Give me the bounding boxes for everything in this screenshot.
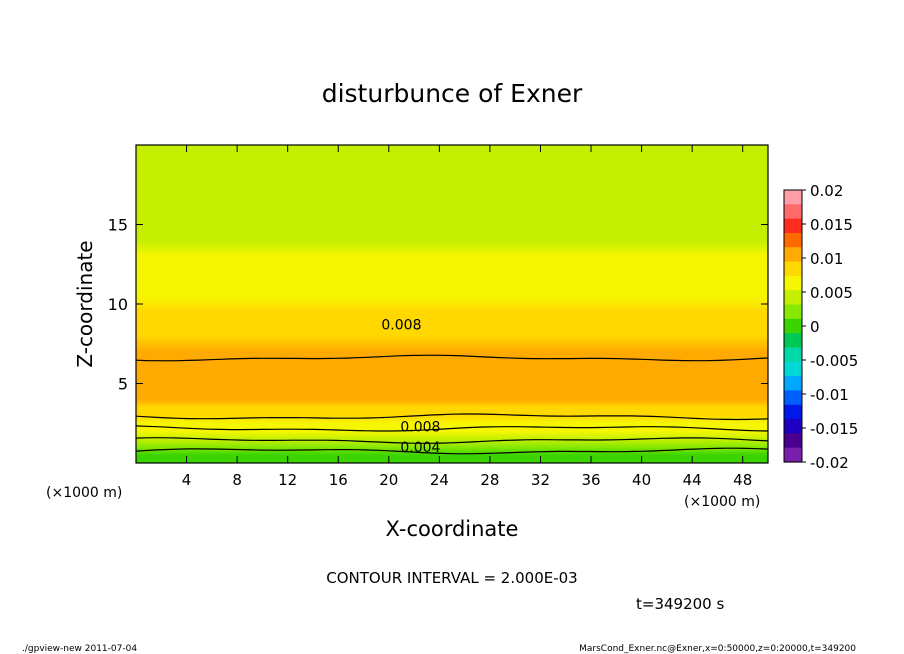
field-fill bbox=[136, 145, 768, 463]
footer-left: ./gpview-new 2011-07-04 bbox=[22, 644, 137, 654]
colorbar-swatch bbox=[784, 275, 802, 291]
x-tick-label: 48 bbox=[733, 471, 752, 489]
colorbar-tick-label: -0.02 bbox=[810, 454, 849, 472]
colorbar-swatch bbox=[784, 433, 802, 449]
colorbar-tick-label: 0.005 bbox=[810, 284, 853, 302]
y-tick-label: 10 bbox=[108, 295, 128, 314]
colorbar-tick-label: 0.01 bbox=[810, 250, 843, 268]
colorbar: 0.02 0.015 0.01 0.005 0 -0.005 -0.01 -0.015 -0.0… bbox=[783, 182, 858, 472]
colorbar-tick-label: 0 bbox=[810, 318, 820, 336]
x-unit-right: (×1000 m) bbox=[684, 494, 760, 510]
colorbar-swatch bbox=[784, 333, 802, 349]
colorbar-swatch bbox=[784, 290, 802, 306]
contour-lines bbox=[136, 354, 768, 455]
colorbar-swatch bbox=[784, 447, 802, 463]
colorbar-swatch bbox=[784, 318, 802, 334]
footer-right: MarsCond_Exner.nc@Exner,x=0:50000,z=0:20… bbox=[579, 644, 856, 654]
colorbar-ticks: 0.02 0.015 0.01 0.005 0 -0.005 -0.01 -0.015 -0.0… bbox=[802, 182, 858, 472]
contour-line bbox=[136, 425, 768, 432]
colorbar-swatch bbox=[784, 232, 802, 248]
contour-label: 0.008 bbox=[381, 318, 421, 334]
chart-title: disturbunce of Exner bbox=[322, 79, 583, 108]
x-tick-label: 32 bbox=[531, 471, 550, 489]
x-ticks: 4 8 12 16 20 24 28 32 36 40 44 48 bbox=[182, 145, 752, 489]
contour-label: 0.008 bbox=[400, 419, 440, 435]
y-tick-label: 5 bbox=[118, 375, 128, 394]
colorbar-swatch bbox=[784, 404, 802, 420]
time-note: t=349200 s bbox=[636, 595, 724, 613]
contour-label: 0.004 bbox=[400, 440, 440, 456]
contour-line bbox=[136, 354, 768, 362]
colorbar-swatch bbox=[784, 190, 802, 205]
x-tick-label: 28 bbox=[480, 471, 499, 489]
colorbar-tick-label: -0.005 bbox=[810, 352, 858, 370]
colorbar-swatch bbox=[784, 376, 802, 392]
colorbar-swatch bbox=[784, 247, 802, 263]
contour-labels: 0.008 0.008 0.004 bbox=[381, 318, 440, 456]
x-tick-label: 44 bbox=[683, 471, 702, 489]
x-tick-label: 40 bbox=[632, 471, 651, 489]
colorbar-swatch bbox=[784, 304, 802, 320]
y-axis-label: Z-coordinate bbox=[73, 240, 97, 367]
colorbar-swatch bbox=[784, 390, 802, 406]
colorbar-swatch bbox=[784, 218, 802, 234]
colorbar-swatch bbox=[784, 261, 802, 277]
colorbar-swatch bbox=[784, 204, 802, 220]
contour-line bbox=[136, 447, 768, 455]
colorbar-tick-label: 0.015 bbox=[810, 216, 853, 234]
contour-line bbox=[136, 413, 768, 421]
x-tick-label: 24 bbox=[430, 471, 449, 489]
colorbar-swatch bbox=[784, 347, 802, 363]
y-tick-label: 15 bbox=[108, 216, 128, 235]
x-tick-label: 8 bbox=[232, 471, 242, 489]
x-unit-left: (×1000 m) bbox=[46, 485, 122, 501]
x-tick-label: 4 bbox=[182, 471, 192, 489]
x-axis-label: X-coordinate bbox=[386, 517, 519, 541]
contour-line bbox=[136, 437, 768, 444]
contour-interval-note: CONTOUR INTERVAL = 2.000E-03 bbox=[326, 569, 577, 587]
x-tick-label: 16 bbox=[329, 471, 348, 489]
y-ticks: 5 10 15 bbox=[108, 216, 768, 394]
colorbar-swatch bbox=[784, 419, 802, 434]
x-tick-label: 36 bbox=[581, 471, 600, 489]
colorbar-tick-label: 0.02 bbox=[810, 182, 843, 200]
x-tick-label: 12 bbox=[278, 471, 297, 489]
colorbar-swatch bbox=[784, 361, 802, 377]
colorbar-tick-label: -0.01 bbox=[810, 386, 849, 404]
x-tick-label: 20 bbox=[379, 471, 398, 489]
colorbar-tick-label: -0.015 bbox=[810, 420, 858, 438]
colorbar-swatches bbox=[784, 190, 802, 463]
